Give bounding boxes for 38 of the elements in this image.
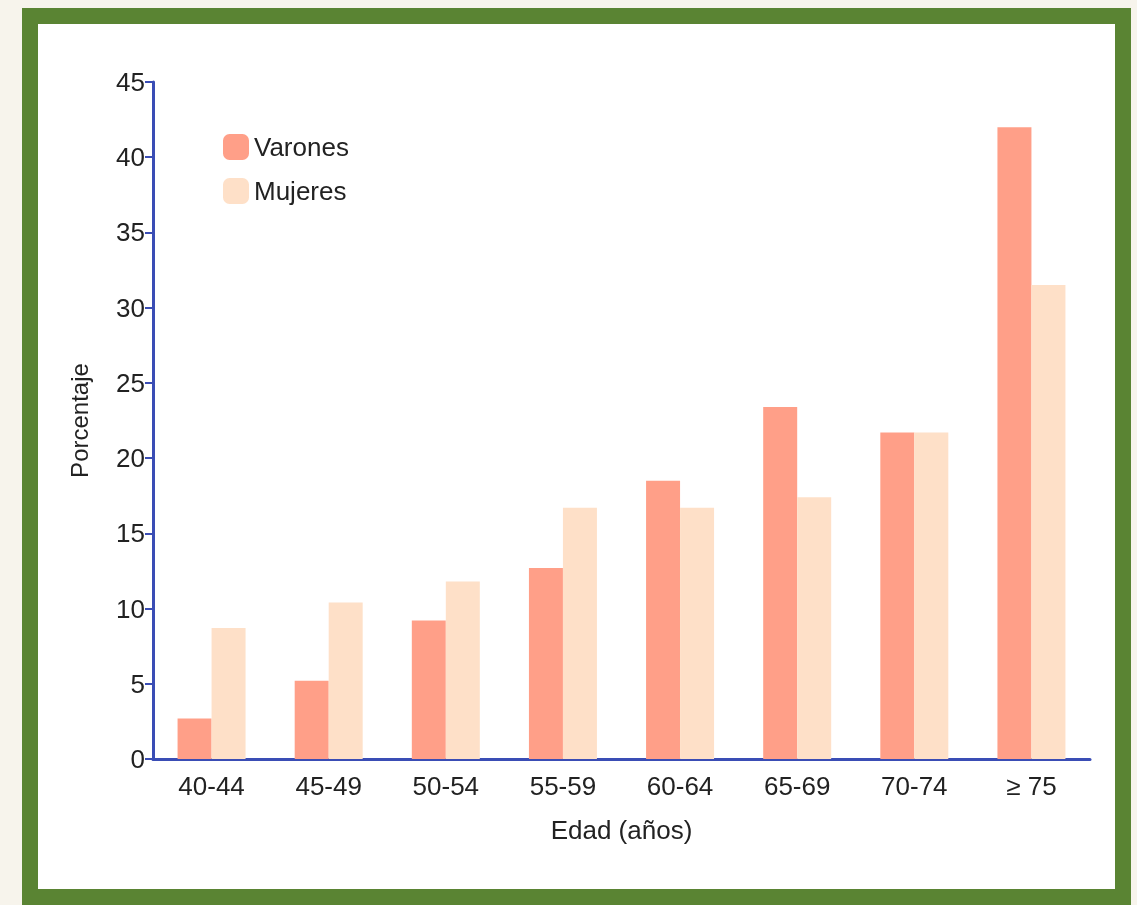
bar: [763, 406, 798, 759]
y-tick-label: 0: [130, 744, 145, 774]
bar: [294, 680, 329, 759]
bar: [880, 432, 915, 759]
x-tick-label: 40-44: [178, 771, 245, 801]
y-tick-label: 5: [130, 668, 145, 699]
y-tick-label: 30: [116, 292, 145, 323]
y-tick-label: 20: [116, 443, 145, 474]
x-axis-title: Edad (años): [550, 815, 693, 845]
bar: [528, 567, 563, 759]
y-axis-title: Porcentaje: [65, 363, 93, 478]
bar: [797, 497, 832, 759]
y-tick-label: 35: [116, 217, 145, 248]
legend-label: Mujeres: [254, 176, 347, 206]
bar: [411, 620, 446, 759]
bar: [211, 628, 246, 759]
x-tick-label: 70-74: [881, 771, 948, 801]
y-tick-label: 10: [116, 593, 145, 624]
y-tick-label: 15: [116, 518, 145, 549]
bar: [914, 432, 949, 759]
bar: [177, 718, 212, 759]
legend-label: Varones: [254, 132, 349, 162]
bar: [997, 127, 1032, 759]
bar: [680, 507, 715, 759]
y-tick-label: 45: [116, 67, 145, 97]
bar: [445, 581, 480, 759]
x-tick-label: 55-59: [529, 771, 597, 801]
bar: [1031, 285, 1066, 759]
x-tick-label: 60-64: [646, 771, 714, 801]
x-tick-label: 45-49: [295, 771, 362, 801]
y-tick-label: 25: [116, 367, 145, 398]
x-tick-label: 65-69: [763, 771, 831, 801]
bar: [646, 480, 681, 759]
bar: [562, 507, 597, 759]
x-tick-label: ≥ 75: [1006, 771, 1057, 801]
bar: [328, 602, 363, 759]
x-tick-label: 50-54: [412, 771, 480, 801]
y-tick-label: 40: [116, 142, 145, 173]
